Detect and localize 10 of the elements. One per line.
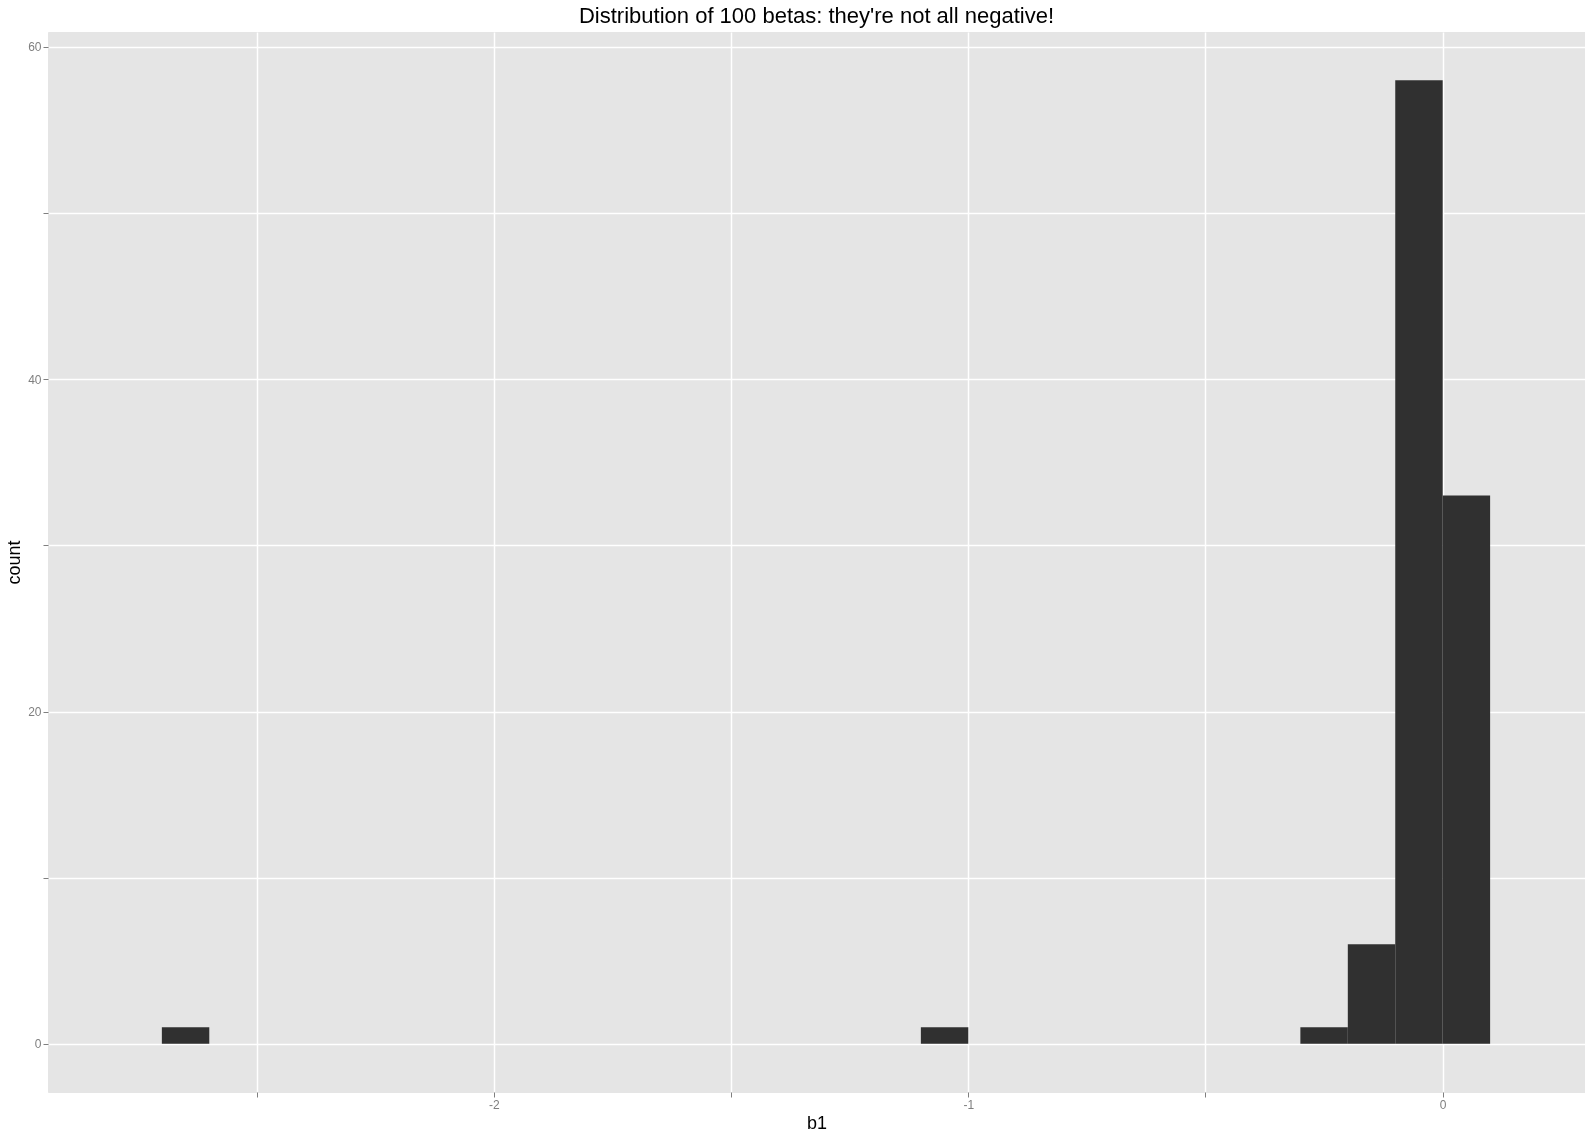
x-axis-title: b1 xyxy=(806,1112,828,1133)
x-tick-label: 0 xyxy=(1439,1097,1447,1112)
y-tick-label: 60 xyxy=(28,40,42,55)
y-tick-label: 0 xyxy=(34,1037,42,1052)
x-tick-label: -1 xyxy=(963,1097,975,1112)
x-tick-label: -2 xyxy=(489,1097,501,1112)
y-tick-label: 40 xyxy=(28,372,42,387)
y-tick-label: 20 xyxy=(28,705,42,720)
chart-title: Distribution of 100 betas: they're not all negative! xyxy=(578,3,1055,28)
y-axis-title: count xyxy=(4,540,25,585)
